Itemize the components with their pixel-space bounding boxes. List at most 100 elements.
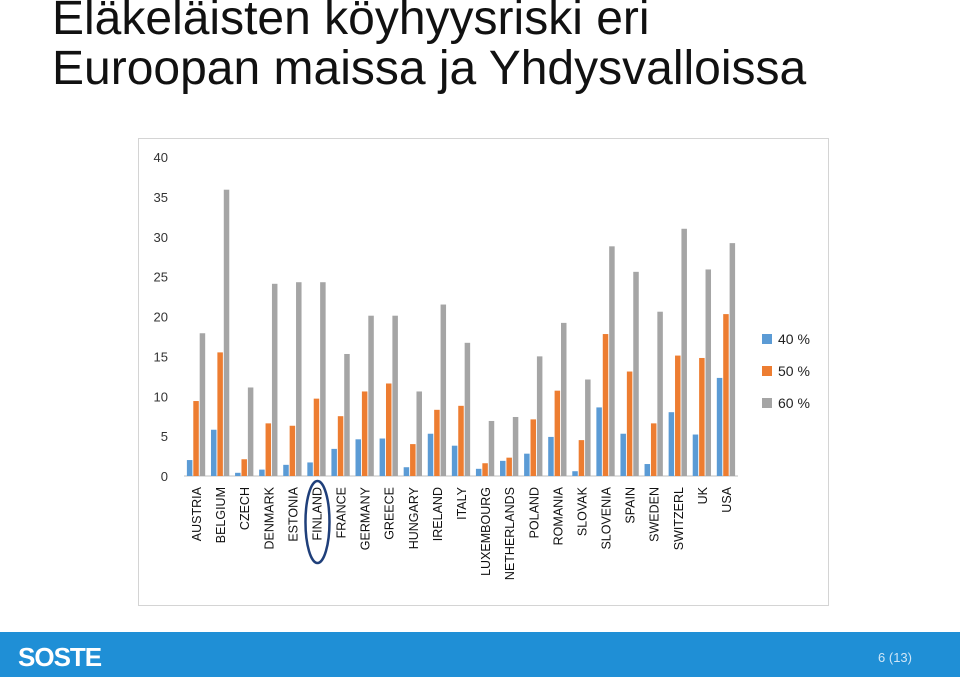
bar-slovak-2 xyxy=(585,379,591,476)
bar-belgium-2 xyxy=(223,189,230,476)
bar-spain-2 xyxy=(633,271,639,476)
bar-france-1 xyxy=(337,416,344,476)
bar-finland-2 xyxy=(320,282,326,476)
bar-czech-2 xyxy=(247,387,254,476)
bar-france-2 xyxy=(344,353,350,476)
bar-estonia-2 xyxy=(296,282,302,476)
bar-sweden-0 xyxy=(644,464,651,476)
y-tick-label: 5 xyxy=(161,429,168,444)
x-tick-label: ROMANIA xyxy=(551,486,565,545)
bar-sweden-2 xyxy=(657,311,663,476)
x-tick-label: DENMARK xyxy=(262,486,276,549)
bar-denmark-0 xyxy=(259,469,265,476)
x-tick-label: GERMANY xyxy=(359,486,373,550)
bar-switzerl-0 xyxy=(668,412,675,476)
bar-estonia-1 xyxy=(289,425,296,476)
bars xyxy=(186,189,736,476)
x-tick-label: CZECH xyxy=(238,487,252,530)
x-tick-label: SWITZERL xyxy=(672,487,686,550)
bar-usa-0 xyxy=(716,377,723,476)
y-tick-label: 10 xyxy=(154,389,168,404)
chart-frame xyxy=(138,138,829,606)
legend-swatch xyxy=(762,366,772,376)
bar-spain-1 xyxy=(626,371,633,476)
y-tick-label: 35 xyxy=(154,190,168,205)
bar-usa-1 xyxy=(723,314,729,476)
bar-netherlands-1 xyxy=(506,457,512,476)
bar-switzerl-1 xyxy=(675,355,681,476)
bar-uk-0 xyxy=(692,434,699,476)
y-tick-label: 0 xyxy=(161,469,168,484)
bar-estonia-0 xyxy=(283,464,289,476)
bar-romania-1 xyxy=(554,390,561,476)
x-tick-label: IRELAND xyxy=(431,487,445,541)
x-tick-label: FINLAND xyxy=(310,487,324,540)
bar-slovak-1 xyxy=(578,440,585,476)
x-tick-label: POLAND xyxy=(527,487,541,538)
legend-swatch xyxy=(762,334,772,344)
bar-luxembourg-2 xyxy=(488,420,495,476)
bar-italy-0 xyxy=(451,445,458,476)
highlight-circle xyxy=(304,479,331,565)
slide-title: Eläkeläisten köyhyysriski eri Euroopan m… xyxy=(52,0,806,94)
bar-hungary-1 xyxy=(410,444,416,476)
title-line-2: Euroopan maissa ja Yhdysvalloissa xyxy=(52,42,807,95)
x-tick-label: GREECE xyxy=(383,487,397,540)
bar-uk-1 xyxy=(699,357,705,476)
bar-finland-0 xyxy=(307,462,313,476)
bar-denmark-1 xyxy=(265,423,272,476)
bar-sweden-1 xyxy=(650,423,657,476)
x-tick-label: FRANCE xyxy=(335,487,349,538)
bar-greece-2 xyxy=(392,315,398,476)
footer-bar: SOSTE 6 (13) xyxy=(0,632,960,677)
bar-luxembourg-1 xyxy=(482,463,488,476)
bar-poland-1 xyxy=(530,419,537,476)
bar-romania-2 xyxy=(560,322,567,476)
legend-label: 40 % xyxy=(778,331,810,347)
x-tick-label: BELGIUM xyxy=(214,487,228,543)
x-tick-label: AUSTRIA xyxy=(190,486,204,541)
bar-germany-1 xyxy=(361,391,368,476)
y-tick-label: 25 xyxy=(154,270,168,285)
bar-czech-1 xyxy=(241,459,247,476)
bar-slovak-0 xyxy=(572,471,578,476)
title-line-1: Eläkeläisten köyhyysriski eri xyxy=(52,0,650,45)
bar-poland-0 xyxy=(524,453,530,476)
bar-ireland-1 xyxy=(434,409,440,476)
y-tick-label: 20 xyxy=(154,310,168,325)
bar-germany-2 xyxy=(368,315,374,476)
bar-hungary-0 xyxy=(403,467,410,476)
y-tick-label: 30 xyxy=(154,230,168,245)
legend-label: 60 % xyxy=(778,395,810,411)
x-tick-label: ITALY xyxy=(455,486,469,520)
x-tick-label: UK xyxy=(696,486,710,504)
x-tick-label: SPAIN xyxy=(624,487,638,524)
x-tick-label: SLOVAK xyxy=(575,486,589,536)
x-tick-label: SWEDEN xyxy=(648,487,662,542)
legend: 40 % 50 % 60 % xyxy=(762,331,810,411)
bar-austria-0 xyxy=(186,460,193,476)
x-tick-label: HUNGARY xyxy=(407,486,421,549)
bar-denmark-2 xyxy=(271,283,278,476)
bar-netherlands-0 xyxy=(500,460,506,476)
bar-netherlands-2 xyxy=(512,416,519,476)
bar-france-0 xyxy=(331,448,337,476)
bar-italy-1 xyxy=(458,405,464,476)
y-tick-label: 15 xyxy=(154,349,168,364)
bar-ireland-2 xyxy=(440,304,447,476)
x-tick-label: ESTONIA xyxy=(286,486,300,541)
bar-slovenia-0 xyxy=(596,407,602,476)
y-tick-label: 40 xyxy=(154,150,168,165)
bar-belgium-0 xyxy=(210,429,217,476)
bar-romania-0 xyxy=(548,436,554,476)
bar-luxembourg-0 xyxy=(475,468,482,476)
soste-logo: SOSTE xyxy=(18,642,102,672)
page-number: 6 (13) xyxy=(878,650,912,665)
bar-italy-2 xyxy=(464,342,471,476)
bar-czech-0 xyxy=(235,472,241,476)
bar-switzerl-2 xyxy=(681,228,687,476)
bar-greece-0 xyxy=(379,438,386,476)
bar-spain-0 xyxy=(620,433,626,476)
bar-hungary-2 xyxy=(416,391,422,476)
